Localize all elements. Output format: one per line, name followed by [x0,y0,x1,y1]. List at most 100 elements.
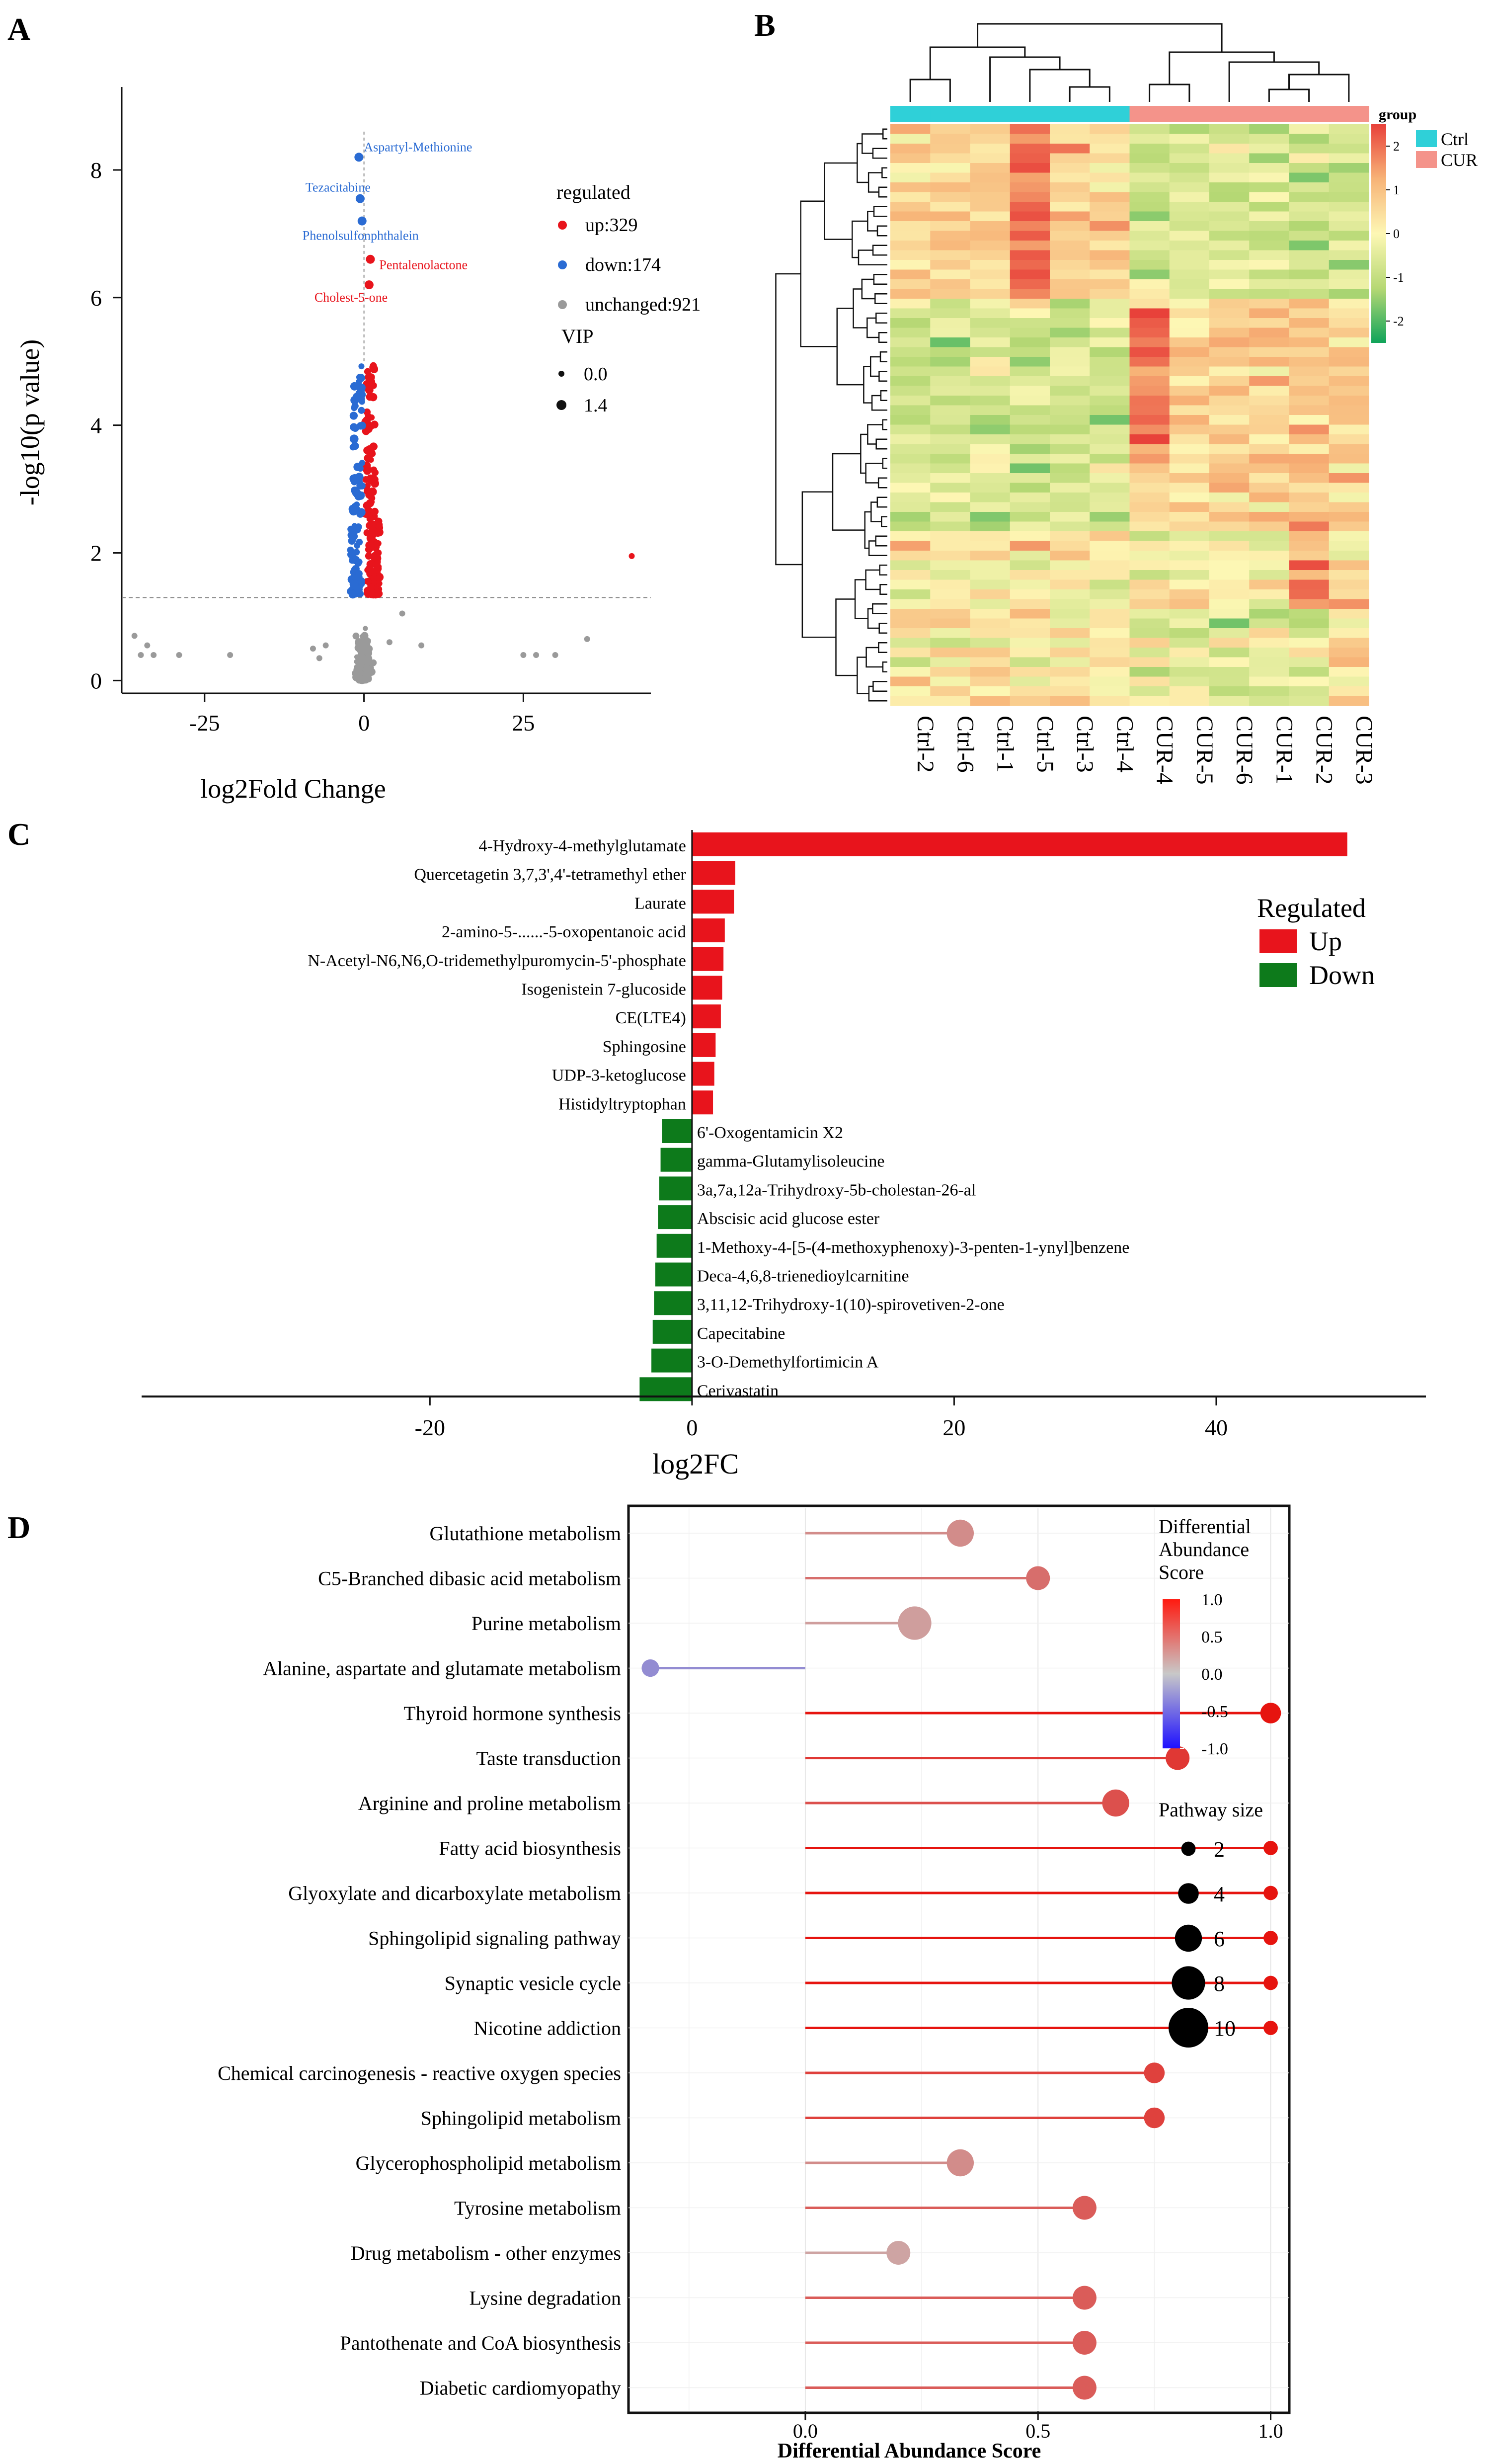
log2fc-legend-label: Down [1309,960,1375,990]
heatmap-cell [1050,250,1090,260]
heatmap-scale-label: 0 [1393,227,1400,241]
score-color-legend-title: Score [1159,1561,1204,1583]
heatmap-cell [890,638,931,648]
log2fc-bar [692,1062,714,1086]
heatmap-cell [1010,444,1050,454]
heatmap-cell [890,686,931,697]
heatmap-cell [890,163,931,173]
heatmap-cell [1209,589,1250,600]
heatmap-cell [1010,357,1050,367]
heatmap-cell [930,609,971,619]
heatmap-cell [1090,628,1130,639]
score-color-tick-label: -1.0 [1201,1740,1228,1758]
heatmap-cell [1010,551,1050,561]
heatmap-cell [970,405,1011,415]
heatmap-cell [1289,444,1330,454]
heatmap-cell [1050,424,1090,435]
dendrogram-link [882,128,887,140]
heatmap-cell [1209,376,1250,387]
log2fc-bar [692,1004,721,1029]
heatmap-cell [890,134,931,144]
heatmap-cell [1090,512,1130,522]
volcano-point-label: Phenolsulfonphthalein [303,229,419,243]
heatmap-cell [1209,124,1250,135]
volcano-point-down [350,582,359,590]
volcano-point-up [367,373,375,381]
heatmap-cell [930,260,971,270]
heatmap-cell [1129,134,1170,144]
heatmap-cell [1209,279,1250,290]
heatmap-cell [1329,454,1369,464]
heatmap-cell [1010,337,1050,348]
heatmap-cell [930,638,971,648]
heatmap-cell [1050,144,1090,154]
lollipop-head [1263,1886,1278,1900]
heatmap-cell [1090,638,1130,648]
volcano-point-up [370,575,378,582]
log2fc-bar-label: Histidyltryptophan [558,1095,686,1113]
dendrogram-link [882,458,887,469]
volcano-point-down [358,421,366,430]
heatmap-cell [1010,493,1050,503]
heatmap-cell [1169,463,1210,474]
volcano-point-label: Aspartyl-Methionine [364,140,472,154]
log2fc-x-label: log2FC [652,1448,739,1480]
log2fc-bar-label: CE(LTE4) [616,1009,686,1027]
pathway-label: Purine metabolism [471,1612,621,1635]
heatmap-cell [1169,657,1210,667]
heatmap-cell [890,405,931,415]
dendrogram-link [860,433,868,474]
dendrogram-link [864,511,871,549]
heatmap-cell [1050,444,1090,454]
heatmap-cell [930,454,971,464]
heatmap-cell [970,579,1011,590]
pathway-label: Synaptic vesicle cycle [445,1972,621,1994]
heatmap-cell [1289,628,1330,639]
heatmap-cell [1249,396,1290,406]
volcano-legend-swatch [558,300,567,309]
heatmap-cell [930,308,971,319]
volcano-point-down [354,542,360,549]
heatmap-cell [1249,551,1290,561]
heatmap-cell [1050,347,1090,357]
volcano-point-up [363,446,371,454]
heatmap-cell [1129,144,1170,154]
volcano-point-up [364,280,374,290]
volcano-point-up [371,469,379,476]
heatmap-cell [1129,163,1170,173]
heatmap-cell [970,396,1011,406]
heatmap-cell [1010,570,1050,580]
heatmap-cell [970,657,1011,667]
pathway-label: Diabetic cardiomyopathy [420,2377,621,2399]
heatmap-cell [1289,231,1330,241]
volcano-point-up [366,254,375,264]
heatmap-cell [930,153,971,164]
heatmap-cell [1050,172,1090,183]
lollipop-x-label: Differential Abundance Score [778,2440,1041,2463]
pathway-size-legend-label: 4 [1214,1882,1225,1906]
heatmap-cell [1249,318,1290,329]
heatmap-cell [1010,318,1050,329]
heatmap-cell [970,531,1011,542]
volcano-point-unchanged [322,642,329,649]
heatmap-cell [930,648,971,658]
volcano-y-tick-label: 0 [90,668,102,693]
group-bar-segment [970,106,1011,122]
heatmap-cell [1209,337,1250,348]
heatmap-cell [890,657,931,667]
heatmap-cell [890,434,931,445]
heatmap-cell [1090,250,1130,260]
heatmap-cell [890,541,931,551]
heatmap-cell [1169,250,1210,260]
heatmap-cell [1050,308,1090,319]
heatmap-cell [1129,609,1170,619]
heatmap-cell [1050,599,1090,609]
heatmap-cell [1249,696,1290,706]
volcano-y-label: -log10(p value) [15,339,45,505]
lollipop-head [1072,2331,1097,2355]
heatmap-cell [1129,202,1170,212]
volcano-point-unchanged [310,646,316,652]
volcano-point-unchanged [354,659,359,664]
log2fc-bar [692,890,734,914]
heatmap-cell [890,153,931,164]
